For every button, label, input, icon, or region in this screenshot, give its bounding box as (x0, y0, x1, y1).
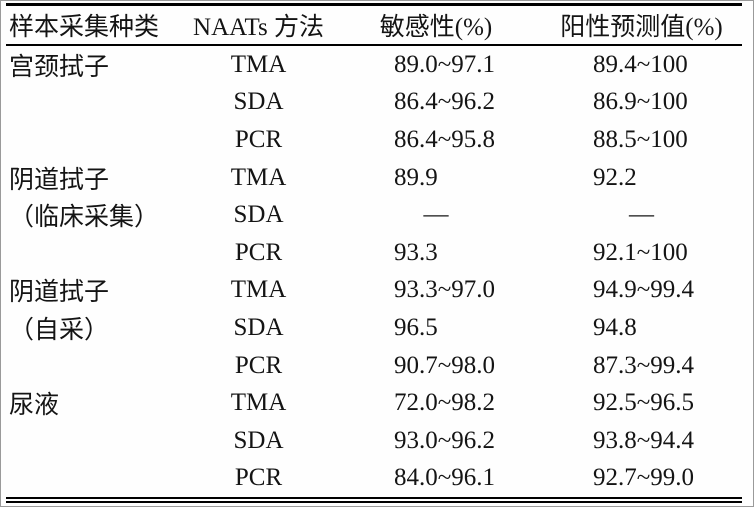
table-row: SDA 86.4~96.2 86.9~100 (6, 84, 742, 122)
sample-type-cell: （临床采集） (9, 204, 160, 232)
ppv-cell: 88.5~100 (593, 125, 688, 153)
method-cell: SDA (233, 201, 284, 229)
ppv-cell: 92.1~100 (593, 238, 688, 266)
sample-type-cell: 宫颈拭子 (9, 53, 110, 81)
method-cell: SDA (233, 426, 284, 454)
header-naats-method: NAATs 方法 (193, 14, 324, 41)
sensitivity-cell: 93.3~97.0 (394, 276, 496, 304)
ppv-cell: 94.8 (593, 313, 637, 341)
sample-type-cell: 尿液 (9, 392, 60, 420)
method-cell: TMA (230, 389, 287, 417)
sensitivity-cell: 84.0~96.1 (394, 464, 496, 492)
method-cell: TMA (230, 163, 287, 191)
sample-type-cell: （自采） (9, 316, 110, 344)
table-header-row: 样本采集种类 NAATs 方法 敏感性(%) 阳性预测值(%) (6, 6, 742, 44)
method-cell: PCR (234, 238, 283, 266)
sensitivity-cell: 93.0~96.2 (394, 426, 496, 454)
sensitivity-cell: — (423, 201, 449, 229)
ppv-cell: 87.3~99.4 (593, 351, 695, 379)
sensitivity-cell: 72.0~98.2 (394, 389, 496, 417)
sensitivity-cell: 86.4~95.8 (394, 125, 496, 153)
method-cell: PCR (234, 351, 283, 379)
ppv-cell: 86.9~100 (593, 88, 688, 116)
table-row: （临床采集） SDA — — (6, 196, 742, 234)
bottom-rule (6, 497, 742, 504)
sensitivity-cell: 96.5 (394, 313, 438, 341)
sample-type-cell: 阴道拭子 (9, 166, 110, 194)
method-cell: TMA (230, 50, 287, 78)
sensitivity-cell: 86.4~96.2 (394, 88, 496, 116)
table-row: 阴道拭子 TMA 93.3~97.0 94.9~99.4 (6, 272, 742, 310)
ppv-cell: 92.7~99.0 (593, 464, 695, 492)
table-row: SDA 93.0~96.2 93.8~94.4 (6, 422, 742, 460)
method-cell: PCR (234, 464, 283, 492)
ppv-cell: 89.4~100 (593, 50, 688, 78)
paper-table: 样本采集种类 NAATs 方法 敏感性(%) 阳性预测值(%) 宫颈拭子 TMA… (1, 3, 753, 504)
ppv-cell: 93.8~94.4 (593, 426, 695, 454)
method-cell: TMA (230, 276, 287, 304)
sensitivity-cell: 93.3 (394, 238, 438, 266)
ppv-cell: 92.2 (593, 163, 637, 191)
header-rule (6, 44, 742, 46)
method-cell: PCR (234, 125, 283, 153)
table-row: 阴道拭子 TMA 89.9 92.2 (6, 159, 742, 197)
sample-type-cell: 阴道拭子 (9, 279, 110, 307)
table-row: 尿液 TMA 72.0~98.2 92.5~96.5 (6, 384, 742, 422)
header-ppv: 阳性预测值(%) (560, 14, 723, 41)
header-sample-type: 样本采集种类 (9, 14, 160, 41)
table-row: 宫颈拭子 TMA 89.0~97.1 89.4~100 (6, 46, 742, 84)
sensitivity-cell: 90.7~98.0 (394, 351, 496, 379)
method-cell: SDA (233, 313, 284, 341)
header-sensitivity: 敏感性(%) (379, 14, 493, 41)
ppv-cell: 92.5~96.5 (593, 389, 695, 417)
sensitivity-cell: 89.0~97.1 (394, 50, 496, 78)
table-row: PCR 93.3 92.1~100 (6, 234, 742, 272)
ppv-cell: — (629, 201, 654, 229)
top-rule (6, 3, 742, 6)
method-cell: SDA (233, 88, 284, 116)
table-row: （自采） SDA 96.5 94.8 (6, 309, 742, 347)
table-row: PCR 90.7~98.0 87.3~99.4 (6, 347, 742, 385)
ppv-cell: 94.9~99.4 (593, 276, 695, 304)
sensitivity-cell: 89.9 (394, 163, 438, 191)
table-row: PCR 84.0~96.1 92.7~99.0 (6, 460, 742, 498)
table-row: PCR 86.4~95.8 88.5~100 (6, 121, 742, 159)
